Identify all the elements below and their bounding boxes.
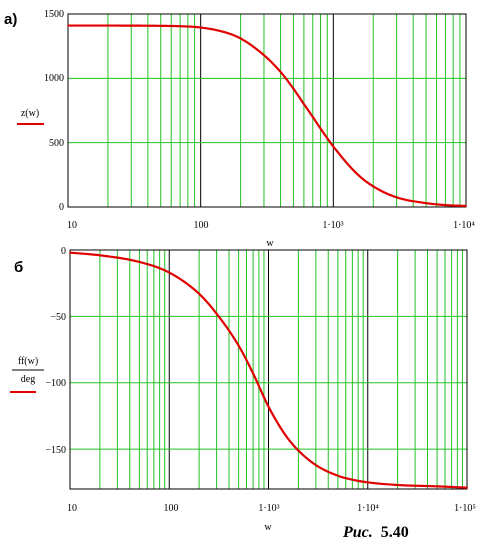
chart-a-data-point [159, 25, 162, 27]
chart-b-data-point [252, 372, 254, 375]
chart-b-y-tick-label: −150 [45, 445, 66, 456]
chart-b-x-tick-label: 1·10⁴ [357, 503, 379, 514]
chart-a-x-tick-label: 1·10³ [322, 220, 343, 231]
chart-a-data-point [355, 172, 358, 175]
chart-a-data-point [319, 127, 322, 130]
chart-a-data-point [279, 71, 282, 73]
figure-caption-prefix: Рис. [342, 524, 373, 541]
chart-a-y-ticks: 0 500 1000 1500 [44, 9, 64, 213]
chart-a-data-point [239, 37, 242, 40]
chart-b-y-axis-denominator: deg [21, 374, 35, 385]
chart-b-data-point [198, 293, 200, 295]
chart-b-x-tick-label: 10 [67, 503, 77, 514]
chart-b-data-point [138, 261, 141, 263]
chart-a-data-point [311, 116, 314, 118]
chart-a-panel-label: а) [4, 11, 17, 28]
chart-a: а) 0 500 1000 1500 10 100 1·10³ 1·10⁴ w … [4, 9, 475, 249]
chart-a-data-point [199, 26, 202, 29]
chart-a-y-axis-label: z(w) [21, 108, 39, 119]
chart-a-y-tick-label: 1500 [44, 9, 64, 20]
chart-b-data-point [351, 478, 354, 481]
chart-b-data-point [297, 449, 300, 452]
chart-a-data-point [372, 185, 375, 188]
chart-b-series [69, 251, 468, 489]
chart-b-data-point [99, 254, 101, 257]
chart-a-x-ticks: 10 100 1·10³ 1·10⁴ [67, 220, 475, 231]
chart-a-y-tick-label: 500 [49, 138, 64, 149]
chart-b-y-tick-label: −100 [45, 378, 66, 389]
chart-b-y-axis-numerator: ff(w) [18, 356, 38, 367]
chart-a-x-tick-label: 10 [67, 220, 77, 231]
chart-b-data-point [337, 474, 339, 477]
chart-a-y-tick-label: 0 [59, 202, 64, 213]
chart-b-x-ticks: 10 100 1·10³ 1·10⁴ 1·10⁵ [67, 503, 476, 514]
chart-b-y-tick-label: 0 [61, 246, 66, 257]
chart-b: б 0 −50 −100 −150 10 100 1·10³ 1·10⁴ 1·1… [10, 246, 476, 533]
chart-b-data-point [237, 344, 240, 347]
chart-a-x-axis-label: w [266, 238, 274, 249]
chart-a-data-point [67, 24, 69, 27]
chart-a-grid [68, 14, 466, 207]
chart-a-data-point [179, 25, 181, 28]
chart-a-y-tick-label: 1000 [44, 73, 64, 84]
chart-a-series [67, 24, 467, 208]
chart-b-grid [70, 250, 467, 489]
chart-b-x-axis-label: w [264, 522, 272, 533]
chart-b-panel-label: б [14, 259, 23, 276]
chart-b-y-ticks: 0 −50 −100 −150 [45, 246, 66, 456]
chart-b-x-tick-label: 1·10³ [258, 503, 279, 514]
chart-b-data-point [168, 271, 171, 274]
chart-b-data-point [69, 251, 71, 254]
chart-a-x-tick-label: 100 [194, 220, 209, 231]
chart-a-data-point [444, 204, 447, 206]
chart-a-data-point [223, 31, 225, 33]
chart-a-data-point [107, 24, 109, 27]
chart-b-data-point [366, 481, 369, 484]
chart-b-data-point [215, 312, 218, 315]
chart-b-data-point [267, 405, 270, 408]
chart-b-data-point [285, 435, 287, 437]
figure-caption: Рис. 5.40 [342, 524, 409, 541]
chart-a-data-point [303, 103, 305, 105]
chart-b-frame [69, 249, 468, 490]
chart-b-y-tick-label: −50 [50, 312, 66, 323]
chart-b-x-tick-label: 100 [164, 503, 179, 514]
chart-b-data-point [466, 486, 468, 489]
chart-a-data-point [263, 54, 265, 56]
chart-a-data-point [465, 205, 467, 207]
figure-caption-number: 5.40 [381, 524, 409, 541]
chart-b-data-point [315, 464, 317, 466]
chart-a-frame [67, 13, 467, 208]
chart-b-x-tick-label: 1·10⁵ [454, 503, 476, 514]
chart-b-data-point [396, 484, 399, 486]
chart-b-data-point [436, 485, 438, 488]
chart-a-data-point [425, 202, 427, 204]
chart-a-data-point [292, 87, 295, 90]
chart-a-series-line [68, 24, 467, 208]
chart-a-data-point [332, 145, 335, 148]
chart-a-data-point [395, 196, 398, 199]
chart-a-x-tick-label: 1·10⁴ [453, 220, 475, 231]
